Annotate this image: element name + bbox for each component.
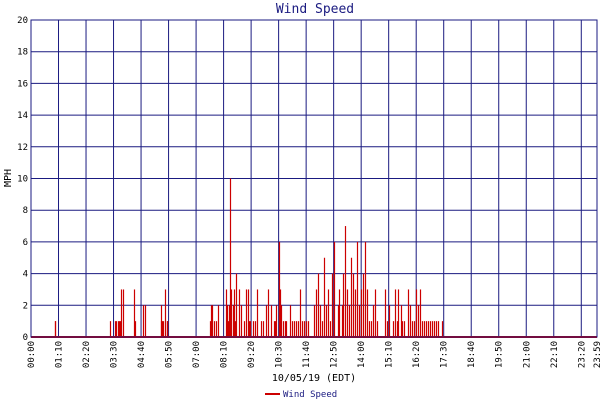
y-tick-label: 18 [17,48,28,58]
x-tick-label: 19:50 [495,341,505,368]
x-tick-label: 02:20 [82,341,92,368]
x-tick-label: 07:00 [192,341,202,368]
x-tick-label: 17:30 [440,341,450,368]
y-tick-label: 2 [23,301,28,311]
y-tick-label: 16 [17,79,28,89]
y-tick-label: 14 [17,111,28,121]
y-tick-label: 6 [23,238,28,248]
x-tick-label: 14:00 [357,341,367,368]
x-tick-label: 09:20 [247,341,257,368]
x-tick-label: 23:59 [593,341,600,368]
plot-frame [30,19,598,338]
y-tick-labels: 0 2 4 6 8 10 12 14 16 18 20 [17,16,28,343]
x-tick-label: 01:10 [55,341,65,368]
y-axis-label: MPH [3,169,14,187]
y-tick-label: 0 [23,333,28,343]
chart-title: Wind Speed [276,2,354,17]
x-axis-label: 10/05/19 (EDT) [272,373,356,384]
y-tick-label: 4 [23,270,28,280]
x-tick-label: 05:50 [165,341,175,368]
x-tick-label: 11:40 [302,341,312,368]
x-tick-label: 08:10 [220,341,230,368]
x-tick-label: 10:30 [275,341,285,368]
legend: Wind Speed [265,390,337,400]
y-tick-label: 12 [17,143,28,153]
x-tick-label: 00:00 [27,341,37,368]
x-tick-labels: 00:00 01:10 02:20 03:30 04:40 05:50 07:00 08:10… [27,341,600,368]
y-tick-label: 10 [17,175,28,185]
x-tick-label: 16:20 [412,341,422,368]
x-tick-label: 23:20 [577,341,587,368]
x-tick-label: 04:40 [137,341,147,368]
legend-label: Wind Speed [283,390,337,400]
x-tick-label: 12:50 [330,341,340,368]
y-tick-label: 8 [23,206,28,216]
y-tick-label: 20 [17,16,28,26]
x-tick-label: 18:40 [467,341,477,368]
x-tick-label: 22:10 [550,341,560,368]
x-tick-label: 15:10 [385,341,395,368]
x-tick-label: 03:30 [110,341,120,368]
x-tick-label: 21:00 [522,341,532,368]
